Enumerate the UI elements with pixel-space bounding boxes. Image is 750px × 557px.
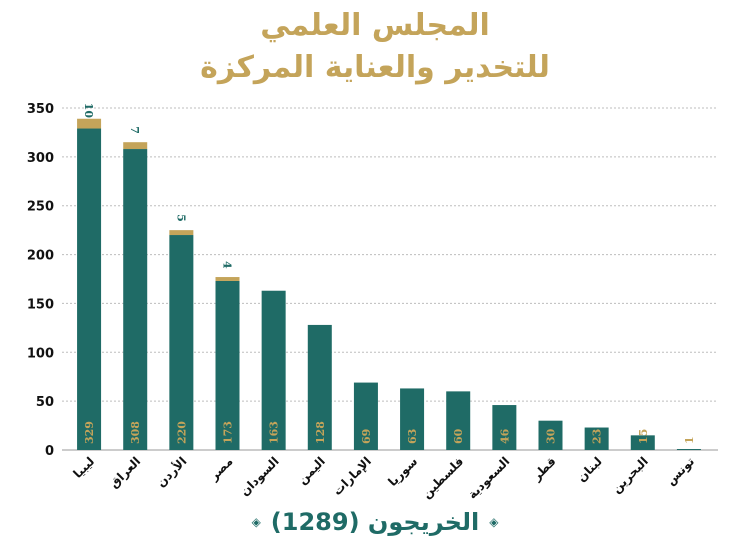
bar-stack-top <box>123 142 148 150</box>
y-tick-label: 100 <box>27 346 54 361</box>
bar-stack-top <box>169 230 194 236</box>
bar-value-label: 30 <box>545 428 558 444</box>
bar-stack-top <box>77 118 102 129</box>
y-tick-label: 0 <box>45 444 54 459</box>
bar-graduates <box>77 128 102 450</box>
chart-footer: ◈ الخريجون (1289) ◈ <box>0 508 750 536</box>
bar-graduates <box>307 324 332 450</box>
bar-value-label: 23 <box>591 429 604 444</box>
x-tick-label: قطر <box>529 454 559 484</box>
y-tick-label: 300 <box>27 151 54 166</box>
diamond-ornament-icon: ◈ <box>251 515 261 529</box>
x-tick-label: اليمن <box>295 454 328 487</box>
bar-graduates <box>261 290 286 450</box>
bar-graduates <box>169 235 194 450</box>
bar-value-label: 15 <box>637 429 650 444</box>
bar-value-label: 60 <box>452 428 465 444</box>
bar-value-label: 173 <box>222 421 235 444</box>
bar-value-label: 329 <box>83 421 96 444</box>
chart-title-line2: للتخدير والعناية المركزة <box>200 50 550 85</box>
bar-graduates <box>538 420 563 450</box>
x-tick-label: السودان <box>237 454 282 499</box>
bar-graduates <box>215 280 240 450</box>
bar-value-label: 1 <box>683 436 696 444</box>
stack-value-label: 7 <box>128 126 141 134</box>
graduates-total: (1289) <box>270 508 360 536</box>
x-tick-label: سوريا <box>385 454 421 490</box>
bar-graduates <box>446 391 471 450</box>
stack-value-label: 10 <box>82 103 95 119</box>
bar-graduates <box>630 435 655 450</box>
y-tick-label: 50 <box>36 395 54 410</box>
bar-graduates <box>492 405 517 450</box>
x-tick-label: السعودية <box>465 454 513 502</box>
x-tick-label: العراق <box>107 454 144 491</box>
diamond-ornament-icon: ◈ <box>489 515 499 529</box>
y-tick-label: 350 <box>27 102 54 117</box>
chart-title-line1: المجلس العلمي <box>260 8 490 43</box>
y-tick-label: 150 <box>27 297 54 312</box>
bar-value-label: 69 <box>360 429 373 444</box>
bar-value-label: 308 <box>129 421 142 444</box>
bar-graduates <box>676 449 701 451</box>
bar-graduates <box>123 149 148 451</box>
y-tick-label: 200 <box>27 249 54 264</box>
x-tick-label: الإمارات <box>330 454 374 498</box>
bar-value-label: 63 <box>406 429 419 444</box>
x-tick-label: البحرين <box>609 454 651 496</box>
bar-value-label: 46 <box>498 428 511 444</box>
bar-value-label: 128 <box>314 421 327 444</box>
x-tick-label: الأردن <box>153 454 189 490</box>
x-tick-label: تونس <box>663 454 697 488</box>
graduates-total-label: الخريجون (1289) <box>271 508 479 536</box>
graduates-label: الخريجون <box>367 508 480 536</box>
bar-graduates <box>584 427 609 450</box>
bar-value-label: 163 <box>268 421 281 444</box>
x-tick-label: فلسطين <box>419 454 466 501</box>
x-tick-label: مصر <box>206 454 235 483</box>
stack-value-label: 4 <box>221 261 234 269</box>
y-tick-label: 250 <box>27 200 54 215</box>
bar-value-label: 220 <box>175 421 188 444</box>
x-tick-label: ليبيا <box>71 454 98 481</box>
bar-graduates <box>400 388 425 450</box>
bar-graduates <box>353 382 378 450</box>
stack-value-label: 5 <box>174 214 187 222</box>
x-tick-label: لبنان <box>574 454 604 484</box>
bar-stack-top <box>215 277 240 281</box>
